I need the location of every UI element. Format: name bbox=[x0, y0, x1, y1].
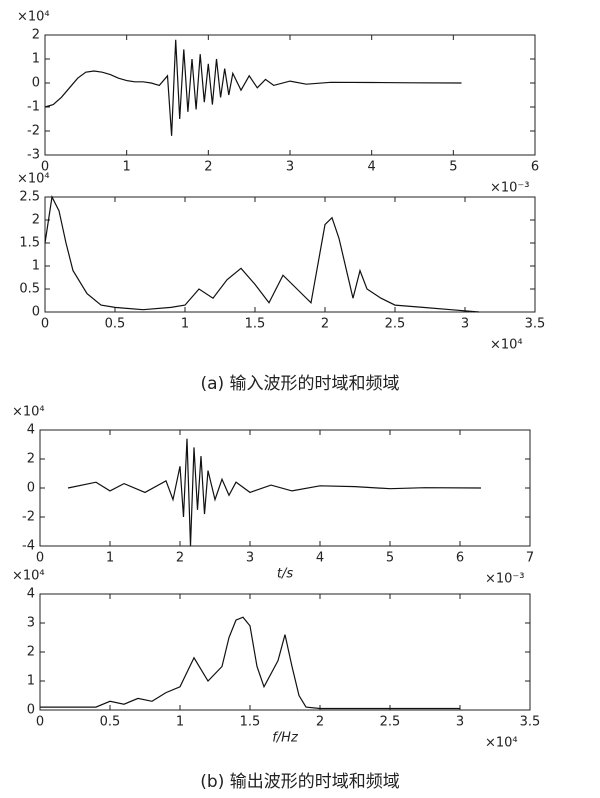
x-tick-label: 1 bbox=[176, 715, 184, 730]
caption: (b) 输出波形的时域和频域 bbox=[200, 772, 399, 792]
plot-frame bbox=[44, 196, 536, 313]
y-tick-label: 1.5 bbox=[19, 236, 40, 251]
y-tick-label: 4 bbox=[27, 423, 35, 438]
x-tick-label: 7 bbox=[526, 551, 534, 566]
x-tick-label: 4 bbox=[316, 551, 324, 566]
x-tick-label: 2 bbox=[321, 317, 329, 332]
y-tick-label: 0 bbox=[32, 76, 40, 91]
y-tick-label: -2 bbox=[22, 510, 35, 525]
y-tick-label: 3 bbox=[27, 616, 35, 631]
x-tick-label: 0 bbox=[41, 160, 49, 175]
x-tick-label: 4 bbox=[368, 160, 376, 175]
x-tick-label: 0 bbox=[36, 551, 44, 566]
x-axis-label: f/Hz bbox=[272, 731, 299, 746]
x-tick-label: 0.5 bbox=[105, 317, 126, 332]
x-tick-label: 3 bbox=[456, 715, 464, 730]
x-tick-label: 1 bbox=[181, 317, 189, 332]
x-tick-label: 1 bbox=[123, 160, 131, 175]
x-tick-label: 1.5 bbox=[240, 715, 261, 730]
y-tick-label: 2 bbox=[27, 452, 35, 467]
y-tick-label: 1 bbox=[27, 674, 35, 689]
x-exponent: ×10⁻³ bbox=[490, 181, 530, 196]
y-tick-label: 0 bbox=[32, 305, 40, 320]
y-tick-label: 1 bbox=[32, 52, 40, 67]
x-tick-label: 6 bbox=[456, 551, 464, 566]
y-exponent: ×10⁴ bbox=[12, 569, 45, 584]
x-tick-label: 0 bbox=[36, 715, 44, 730]
y-tick-label: 2 bbox=[32, 28, 40, 43]
x-tick-label: 0.5 bbox=[100, 715, 121, 730]
x-exponent: ×10⁴ bbox=[490, 338, 523, 353]
y-tick-label: 2 bbox=[27, 645, 35, 660]
x-tick-label: 0 bbox=[41, 317, 49, 332]
x-tick-label: 2 bbox=[204, 160, 212, 175]
waveform-line bbox=[44, 39, 462, 136]
y-exponent: ×10⁴ bbox=[12, 405, 45, 420]
x-tick-label: 2.5 bbox=[380, 715, 401, 730]
y-exponent: ×10⁴ bbox=[17, 172, 50, 187]
caption: (a) 输入波形的时域和频域 bbox=[200, 374, 399, 394]
x-tick-label: 5 bbox=[386, 551, 394, 566]
y-exponent: ×10⁴ bbox=[17, 10, 50, 25]
x-exponent: ×10⁻³ bbox=[485, 572, 525, 587]
y-tick-label: -2 bbox=[27, 124, 40, 139]
x-tick-label: 3 bbox=[461, 317, 469, 332]
x-tick-label: 3.5 bbox=[525, 317, 546, 332]
waveform-line bbox=[44, 195, 480, 313]
x-axis-label: t/s bbox=[277, 567, 293, 582]
y-tick-label: 1 bbox=[32, 259, 40, 274]
y-tick-label: 4 bbox=[27, 587, 35, 602]
waveform-line bbox=[40, 616, 460, 710]
y-tick-label: 0 bbox=[27, 703, 35, 718]
waveform-line bbox=[67, 438, 482, 547]
x-tick-label: 3 bbox=[286, 160, 294, 175]
y-tick-label: 2 bbox=[32, 213, 40, 228]
x-tick-label: 3.5 bbox=[520, 715, 541, 730]
x-tick-label: 2.5 bbox=[385, 317, 406, 332]
x-tick-label: 6 bbox=[531, 160, 539, 175]
y-tick-label: 0.5 bbox=[19, 282, 40, 297]
y-tick-label: -4 bbox=[22, 539, 35, 554]
y-tick-label: 2.5 bbox=[19, 190, 40, 205]
x-tick-label: 5 bbox=[449, 160, 457, 175]
x-tick-label: 3 bbox=[246, 551, 254, 566]
y-tick-label: -1 bbox=[27, 100, 40, 115]
y-tick-label: -3 bbox=[27, 148, 40, 163]
x-tick-label: 1 bbox=[106, 551, 114, 566]
x-tick-label: 2 bbox=[176, 551, 184, 566]
x-exponent: ×10⁴ bbox=[485, 736, 518, 751]
plot-frame bbox=[44, 34, 536, 156]
plot-frame bbox=[39, 593, 531, 711]
x-tick-label: 1.5 bbox=[245, 317, 266, 332]
x-tick-label: 2 bbox=[316, 715, 324, 730]
y-tick-label: 0 bbox=[27, 481, 35, 496]
